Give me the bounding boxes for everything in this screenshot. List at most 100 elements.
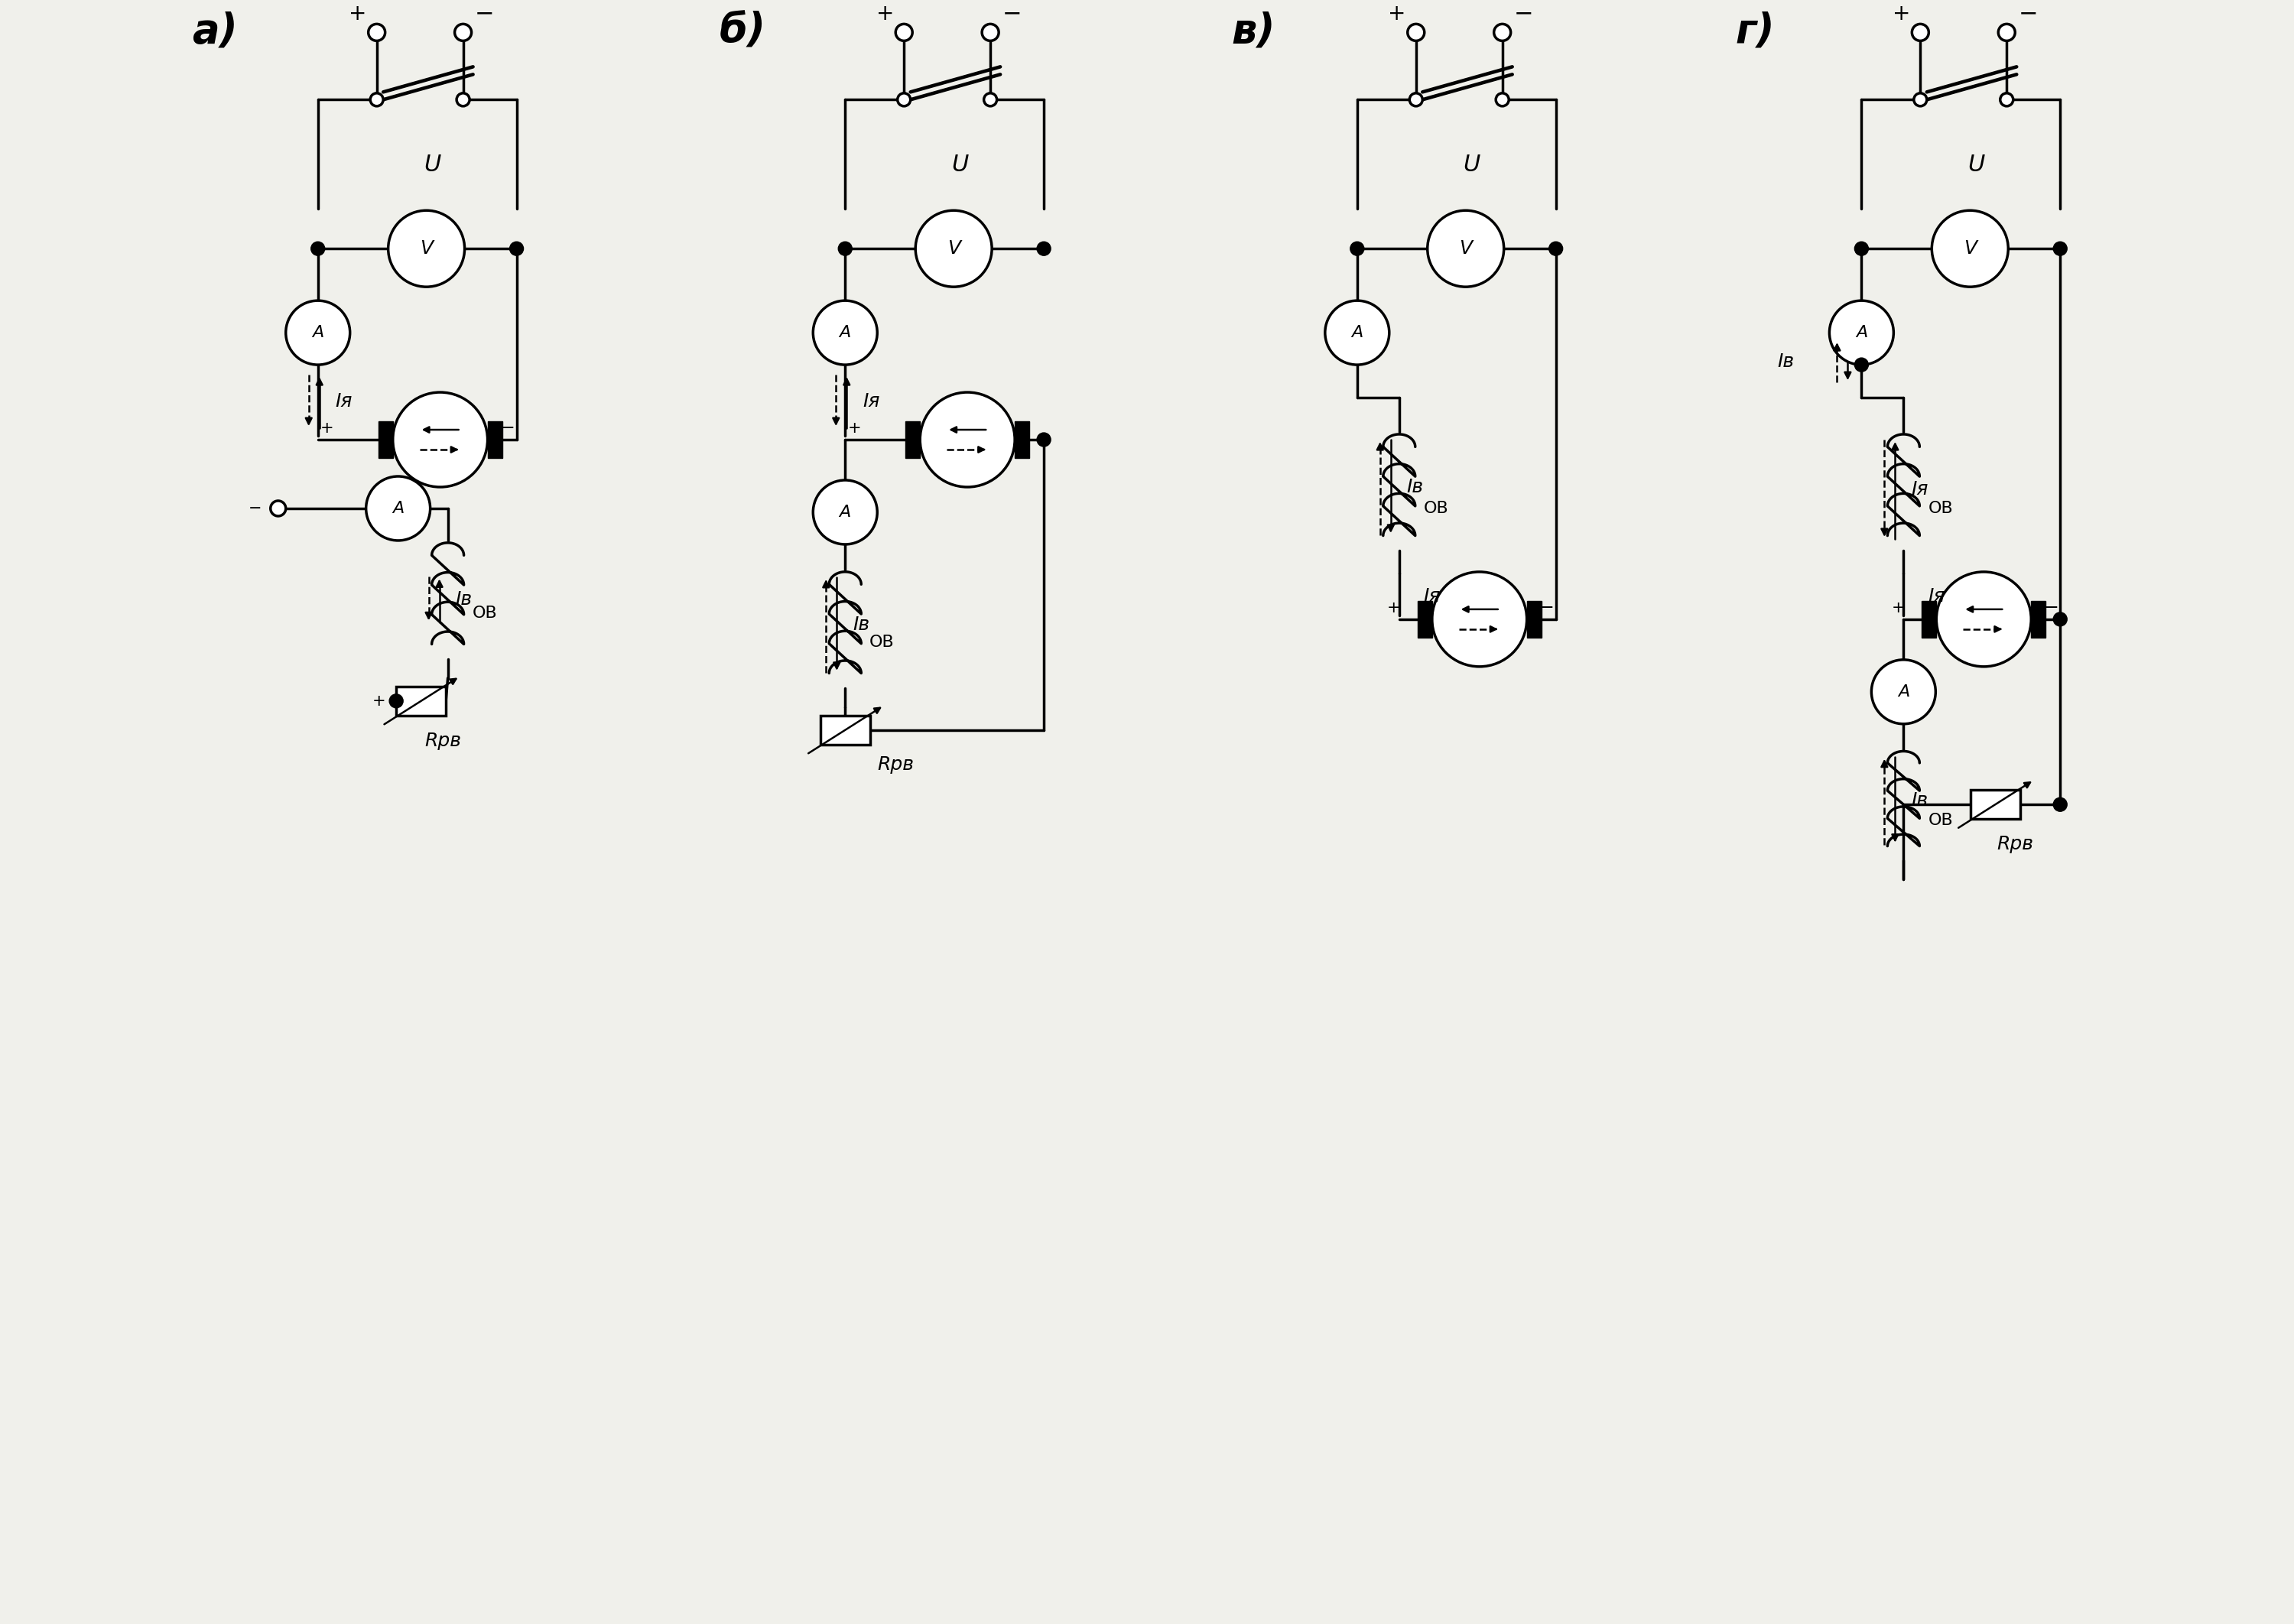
Circle shape [454, 24, 473, 41]
Text: −: − [248, 500, 262, 516]
Text: A: A [1351, 325, 1363, 341]
Text: +: + [1893, 601, 1904, 615]
Circle shape [1828, 300, 1893, 365]
Circle shape [837, 242, 851, 255]
Text: +: + [1388, 3, 1406, 24]
Text: A: A [1897, 684, 1909, 700]
Text: Iя: Iя [863, 393, 881, 411]
Circle shape [1431, 572, 1528, 666]
Text: Iя: Iя [335, 393, 353, 411]
Circle shape [895, 24, 913, 41]
Text: Iв: Iв [1778, 352, 1794, 370]
Text: −: − [500, 419, 514, 437]
Circle shape [915, 211, 991, 287]
Circle shape [2053, 797, 2067, 812]
Circle shape [1998, 24, 2014, 41]
Circle shape [982, 24, 998, 41]
Text: +: + [846, 421, 860, 435]
Circle shape [1037, 242, 1051, 255]
Text: ОВ: ОВ [869, 635, 895, 650]
Text: Iя: Iя [1425, 588, 1441, 606]
Text: +: + [321, 421, 335, 435]
Circle shape [1936, 572, 2030, 666]
Circle shape [920, 393, 1014, 487]
Circle shape [812, 481, 876, 544]
Circle shape [392, 393, 489, 487]
Circle shape [388, 211, 466, 287]
Text: U: U [1968, 154, 1984, 175]
Circle shape [1932, 211, 2007, 287]
Text: Iя: Iя [1911, 481, 1929, 499]
Text: −: − [475, 3, 493, 24]
Circle shape [271, 500, 287, 516]
Bar [821, 716, 869, 744]
Bar [1418, 601, 1431, 638]
Circle shape [1854, 357, 1867, 372]
Circle shape [1911, 24, 1929, 41]
Circle shape [390, 693, 404, 708]
Bar [397, 687, 445, 716]
Text: A: A [312, 325, 323, 341]
Text: б): б) [718, 11, 766, 50]
Circle shape [1427, 211, 1505, 287]
Bar [1014, 421, 1030, 458]
Text: г): г) [1734, 11, 1776, 50]
Text: V: V [947, 239, 961, 258]
Text: −: − [2019, 3, 2037, 24]
Text: ОВ: ОВ [1927, 500, 1952, 516]
Bar [2030, 601, 2046, 638]
Text: U: U [424, 154, 440, 175]
Circle shape [1496, 93, 1509, 106]
Text: а): а) [193, 11, 239, 50]
Text: −: − [1539, 599, 1555, 617]
Text: Iв: Iв [853, 615, 869, 633]
Circle shape [2053, 612, 2067, 627]
Bar [1922, 601, 1936, 638]
Text: V: V [1459, 239, 1473, 258]
Text: в): в) [1232, 11, 1275, 50]
Text: −: − [1514, 3, 1532, 24]
Text: Iя: Iя [1927, 588, 1945, 606]
Text: Rpв: Rpв [876, 755, 913, 773]
Circle shape [369, 24, 385, 41]
Circle shape [1913, 93, 1927, 106]
Text: A: A [840, 325, 851, 341]
Text: Iв: Iв [1406, 477, 1425, 497]
Bar [906, 421, 920, 458]
Text: Rpв: Rpв [1996, 835, 2032, 854]
Text: −: − [1002, 3, 1021, 24]
Text: V: V [1964, 239, 1977, 258]
Text: V: V [420, 239, 434, 258]
Circle shape [984, 93, 998, 106]
Circle shape [509, 242, 523, 255]
Bar [1528, 601, 1542, 638]
Text: +: + [1388, 601, 1402, 615]
Text: +: + [1893, 3, 1911, 24]
Circle shape [457, 93, 470, 106]
Text: U: U [952, 154, 968, 175]
Circle shape [1409, 24, 1425, 41]
Text: +: + [372, 693, 385, 708]
Circle shape [1548, 242, 1562, 255]
Text: Rpв: Rpв [424, 731, 461, 750]
Text: Iв: Iв [1911, 791, 1927, 810]
Text: ОВ: ОВ [1927, 812, 1952, 828]
Circle shape [312, 242, 326, 255]
Text: A: A [392, 500, 404, 516]
Circle shape [1854, 242, 1867, 255]
Circle shape [287, 300, 351, 365]
Circle shape [1872, 659, 1936, 724]
Text: Iв: Iв [457, 591, 473, 609]
Circle shape [2000, 93, 2014, 106]
Circle shape [369, 93, 383, 106]
Text: +: + [349, 3, 367, 24]
Text: U: U [1464, 154, 1480, 175]
Bar [1971, 789, 2021, 818]
Bar [379, 421, 392, 458]
Circle shape [812, 300, 876, 365]
Text: −: − [2044, 599, 2058, 617]
Circle shape [1351, 242, 1365, 255]
Text: +: + [876, 3, 895, 24]
Bar [489, 421, 502, 458]
Circle shape [367, 476, 431, 541]
